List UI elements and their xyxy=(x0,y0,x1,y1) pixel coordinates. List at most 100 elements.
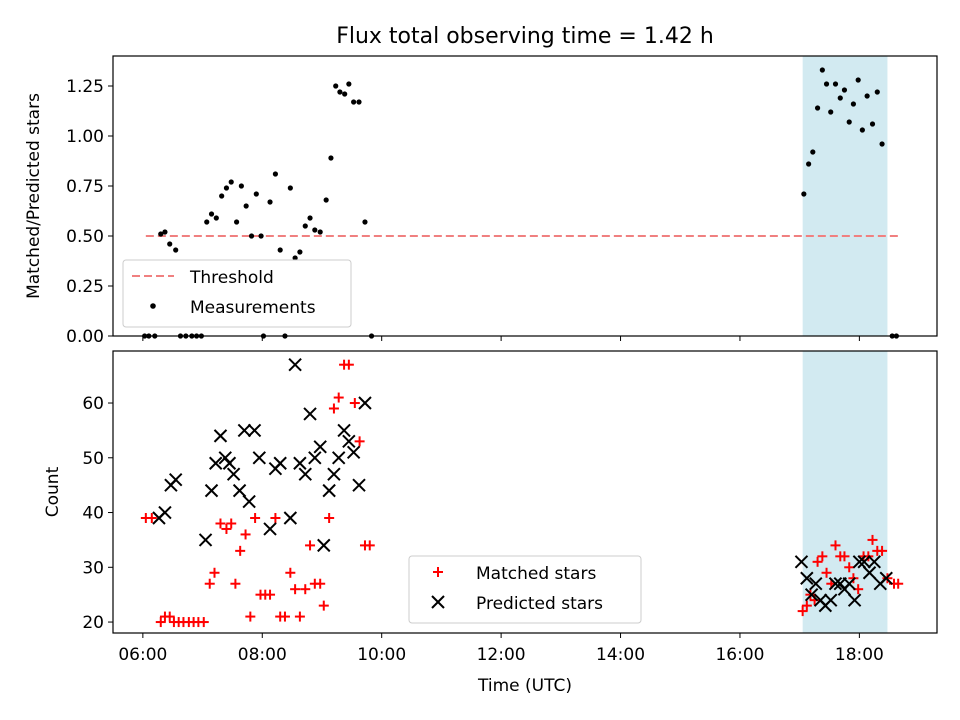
predicted-star-points xyxy=(152,357,893,613)
x-tick-label: 06:00 xyxy=(118,645,167,665)
matched-star-point xyxy=(240,529,251,540)
matched-star-point xyxy=(265,589,276,600)
matched-star-point xyxy=(221,523,232,534)
ratio-panel: 0.00 0.25 0.50 0.75 1.00 1.25 Matched/Predict… xyxy=(24,55,938,347)
x-tick-label: 16:00 xyxy=(715,645,764,665)
predicted-star-point xyxy=(232,483,247,498)
measurement-point xyxy=(337,89,343,95)
measurement-point xyxy=(841,87,848,93)
predicted-star-point xyxy=(852,555,867,569)
measurement-point xyxy=(333,83,339,89)
matched-star-point xyxy=(270,513,281,524)
measurement-point xyxy=(162,229,168,235)
ratio-y-tick-label: 0.25 xyxy=(66,277,104,297)
matched-star-point xyxy=(305,540,316,551)
measurement-point xyxy=(846,119,852,125)
ratio-y-tick-label: 0.75 xyxy=(66,177,104,197)
measurement-point xyxy=(219,193,225,199)
measurement-point xyxy=(248,233,255,239)
predicted-star-point xyxy=(800,571,814,585)
matched-star-point xyxy=(294,611,305,622)
count-y-tick-label: 20 xyxy=(82,613,104,633)
matched-star-point xyxy=(797,606,808,617)
predicted-star-point xyxy=(322,483,336,498)
matched-star-point xyxy=(164,611,175,622)
ratio-y-axis-label: Matched/Predicted stars xyxy=(24,93,44,299)
measurement-point xyxy=(362,219,368,225)
measurement-point xyxy=(810,149,816,155)
x-tick-label: 18:00 xyxy=(835,645,884,665)
predicted-star-point xyxy=(263,522,277,536)
measurement-point xyxy=(312,227,318,233)
matched-star-point xyxy=(279,611,290,622)
predicted-star-point xyxy=(308,451,322,465)
matched-star-point xyxy=(209,567,220,578)
predicted-star-point xyxy=(208,456,223,470)
predicted-star-point xyxy=(804,587,819,602)
measurement-point xyxy=(823,81,830,87)
predicted-star-point xyxy=(237,423,252,438)
predicted-star-point xyxy=(226,467,241,481)
ratio-y-tick-label: 1.00 xyxy=(66,127,104,147)
matched-star-point xyxy=(235,545,246,556)
ratio-legend: Threshold Measurements xyxy=(122,259,352,328)
matched-star-point xyxy=(204,578,215,589)
count-panel: 06:00 08:00 10:00 12:00 14:00 16:00 18:00 20 30… xyxy=(43,350,938,696)
ratio-y-tick-label: 0.50 xyxy=(66,227,104,247)
measurement-point xyxy=(267,199,273,205)
matched-star-point xyxy=(877,545,888,556)
matched-star-point xyxy=(155,617,166,628)
matched-star-point xyxy=(226,518,237,529)
measurement-point xyxy=(869,121,876,127)
measurement-point xyxy=(356,99,362,105)
matched-star-point xyxy=(839,551,850,562)
measurement-point xyxy=(307,215,313,221)
x-tick-label: 10:00 xyxy=(357,645,406,665)
threshold-legend-label: Threshold xyxy=(189,268,274,288)
matched-star-point xyxy=(844,562,855,573)
measurement-point xyxy=(277,247,283,253)
measurement-point xyxy=(297,249,303,255)
measurement-point xyxy=(204,219,210,225)
measurement-point xyxy=(167,241,173,247)
measurement-point xyxy=(213,215,219,221)
predicted-star-point xyxy=(337,423,351,438)
matched-star-point xyxy=(315,578,326,589)
measurement-point xyxy=(228,179,234,185)
measurement-point xyxy=(287,185,293,191)
ratio-y-tick-label: 1.25 xyxy=(66,77,104,97)
predicted-star-point xyxy=(242,494,256,509)
predicted-star-point xyxy=(346,445,361,460)
ratio-y-ticks: 0.00 0.25 0.50 0.75 1.00 1.25 xyxy=(66,77,113,347)
predicted-legend-swatch xyxy=(431,595,445,609)
measurement-point xyxy=(801,191,807,197)
ratio-y-tick-label: 0.00 xyxy=(66,327,104,347)
matched-star-point xyxy=(821,567,832,578)
measurement-point xyxy=(879,141,885,147)
matched-star-point xyxy=(801,600,812,611)
measurement-point xyxy=(864,93,870,99)
predicted-star-point xyxy=(867,555,882,569)
predicted-star-point xyxy=(327,467,341,481)
chart-title: Flux total observing time = 1.42 h xyxy=(336,24,714,49)
ratio-legend-box xyxy=(122,259,352,328)
matched-star-point xyxy=(867,534,878,545)
measurement-point xyxy=(346,81,352,87)
measurement-point xyxy=(272,171,279,177)
matched-star-point xyxy=(285,567,296,578)
measurement-point xyxy=(859,127,865,133)
matched-star-point xyxy=(290,584,301,595)
count-y-tick-label: 60 xyxy=(82,394,104,414)
matched-star-point xyxy=(250,513,261,524)
matched-star-point xyxy=(245,611,256,622)
predicted-star-point xyxy=(273,456,287,470)
predicted-star-point xyxy=(158,505,172,520)
matched-star-point xyxy=(300,584,311,595)
predicted-star-point xyxy=(842,577,856,591)
count-legend-box xyxy=(408,555,642,624)
measurement-point xyxy=(258,233,264,239)
predicted-star-point xyxy=(303,407,317,421)
measurement-point xyxy=(855,77,861,83)
matched-star-point xyxy=(343,359,354,370)
